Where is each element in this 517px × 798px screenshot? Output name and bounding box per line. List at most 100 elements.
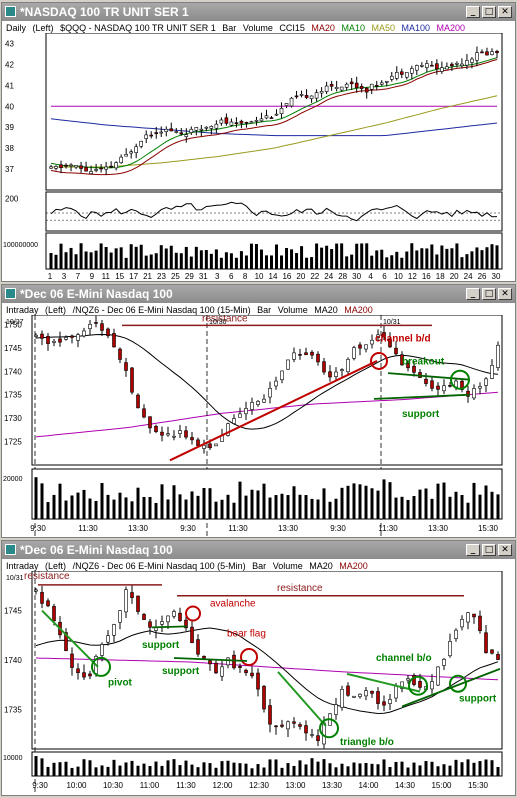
volume-bar [450, 248, 454, 269]
volume-bar [382, 479, 386, 519]
volume-bar [472, 762, 476, 776]
close-button[interactable]: ✕ [498, 288, 512, 300]
15min-chart-window[interactable]: *Dec 06 E-Mini Nasdaq 100 _ □ ✕ Intraday… [1, 284, 516, 538]
price-candle [234, 122, 239, 124]
support-label: support [402, 409, 440, 420]
price-axis-tick: 1750 [4, 320, 22, 329]
volume-pane [45, 232, 503, 270]
price-candle [358, 693, 362, 697]
volume-bar [160, 484, 164, 519]
window-titlebar[interactable]: *NASDAQ 100 TR UNIT SER 1 _ □ ✕ [2, 3, 515, 21]
volume-bar [440, 245, 444, 269]
price-axis-tick: 1745 [4, 607, 22, 616]
price-candle [208, 660, 212, 665]
price-candle [220, 666, 224, 677]
volume-bar [380, 249, 384, 269]
volume-bar [164, 248, 168, 269]
price-axis-tick: 43 [5, 39, 14, 48]
maximize-button[interactable]: □ [482, 6, 496, 18]
price-axis-tick: 1735 [4, 705, 22, 714]
date-axis-tick: 6 [229, 272, 234, 281]
volume-bar [124, 257, 128, 269]
price-candle [334, 704, 338, 715]
volume-bar [455, 243, 459, 269]
volume-bar [465, 254, 469, 269]
volume-bar [420, 248, 424, 269]
volume-bar [495, 245, 499, 269]
volume-bar [184, 246, 188, 269]
volume-bar [385, 257, 389, 269]
volume-bar [360, 243, 364, 269]
volume-bar [490, 491, 494, 519]
date-axis-tick: 16 [282, 272, 291, 281]
close-button[interactable]: ✕ [498, 544, 512, 556]
volume-bar [315, 243, 319, 269]
volume-bar [264, 255, 268, 269]
price-candle [334, 371, 338, 377]
daily-price-pane [45, 33, 503, 191]
price-axis-tick: 40 [5, 102, 14, 111]
15min-chart-svg[interactable]: resistance channel b/d breakout support 1750… [2, 315, 515, 538]
price-candle [249, 121, 254, 124]
ma200-line [35, 657, 499, 681]
5min-chart-svg[interactable]: resistance resistance avalanche support bear… [2, 571, 515, 796]
price-candle [374, 84, 379, 87]
volume-bar [364, 762, 368, 776]
price-candle [490, 364, 494, 379]
minimize-button[interactable]: _ [466, 544, 480, 556]
volume-bar [204, 250, 208, 269]
price-candle [436, 666, 440, 686]
date-axis-tick: 10 [394, 272, 403, 281]
window-titlebar[interactable]: *Dec 06 E-Mini Nasdaq 100 _ □ ✕ [2, 541, 515, 559]
ma10-line [50, 57, 498, 169]
maximize-button[interactable]: □ [482, 544, 496, 556]
5min-chart-window[interactable]: *Dec 06 E-Mini Nasdaq 100 _ □ ✕ Intraday… [1, 540, 516, 796]
price-candle [178, 430, 182, 434]
volume-bar [259, 249, 263, 269]
volume-bar [94, 500, 98, 519]
resistance-label: resistance [277, 583, 323, 594]
time-axis-tick: 14:30 [395, 781, 416, 790]
price-candle [346, 685, 350, 696]
price-candle [376, 334, 380, 338]
volume-bar [109, 252, 113, 269]
maximize-button[interactable]: □ [482, 288, 496, 300]
daily-chart-window[interactable]: *NASDAQ 100 TR UNIT SER 1 _ □ ✕ Daily (L… [1, 2, 516, 282]
volume-bar [69, 247, 73, 269]
price-candle [376, 691, 380, 704]
price-candle [382, 701, 386, 706]
volume-bar [300, 246, 304, 269]
support-line-3 [401, 668, 501, 708]
price-candle [286, 721, 290, 730]
price-candle [388, 699, 392, 704]
price-candle [172, 435, 176, 438]
volume-bar [166, 760, 170, 776]
volume-bar [304, 764, 308, 776]
volume-bar [340, 763, 344, 776]
price-candle [148, 416, 152, 429]
price-axis-tick: 1745 [4, 344, 22, 353]
volume-bar [316, 499, 320, 519]
price-candle [69, 164, 73, 167]
minimize-button[interactable]: _ [466, 288, 480, 300]
price-candle [382, 332, 386, 337]
support-line-2 [173, 657, 248, 662]
minimize-button[interactable]: _ [466, 6, 480, 18]
volume-bar [430, 244, 434, 269]
volume-bar [358, 763, 362, 776]
triangle-bo-circle [319, 718, 339, 739]
volume-bar [244, 763, 248, 776]
volume-bar [70, 495, 74, 519]
price-candle [179, 132, 184, 135]
price-candle [309, 95, 314, 99]
breakout-label: breakout [402, 357, 445, 368]
volume-bar [220, 499, 224, 519]
close-button[interactable]: ✕ [498, 6, 512, 18]
price-candle [448, 385, 452, 387]
price-candle [410, 68, 414, 74]
window-title: *Dec 06 E-Mini Nasdaq 100 [20, 287, 173, 301]
window-titlebar[interactable]: *Dec 06 E-Mini Nasdaq 100 _ □ ✕ [2, 285, 515, 303]
volume-bar [445, 248, 449, 269]
volume-bar [370, 763, 374, 776]
